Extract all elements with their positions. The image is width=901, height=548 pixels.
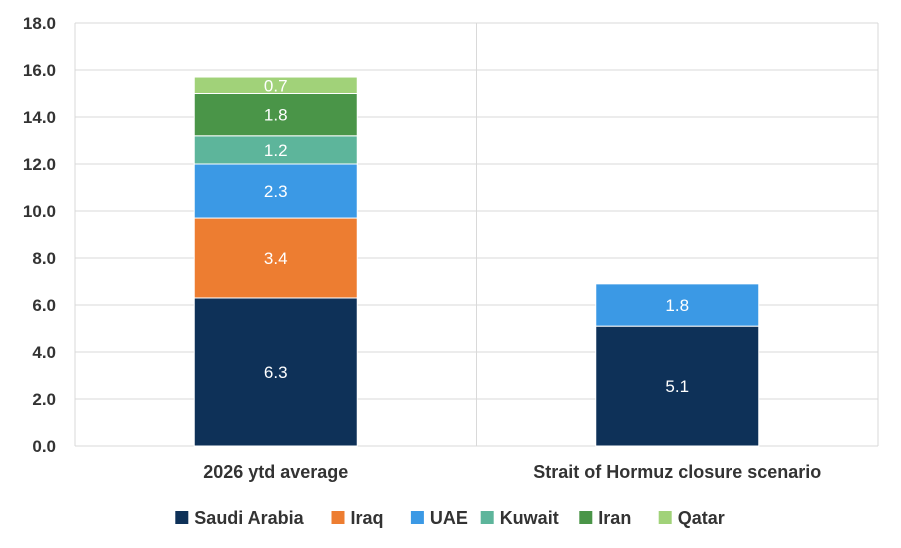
- data-label: 1.2: [264, 141, 288, 160]
- legend-label: Qatar: [678, 508, 725, 528]
- legend-label: UAE: [430, 508, 468, 528]
- data-label: 1.8: [264, 106, 288, 125]
- bar-segment-kuwait: [193, 135, 358, 165]
- legend-swatch: [175, 511, 189, 524]
- bar-segment-saudi-arabia: [193, 297, 358, 447]
- data-label: 3.4: [264, 249, 288, 268]
- legend-swatch: [410, 511, 424, 524]
- y-tick-label: 6.0: [32, 296, 56, 315]
- bar-segment-saudi-arabia: [595, 325, 760, 447]
- y-tick-label: 12.0: [23, 155, 56, 174]
- legend-swatch: [480, 511, 494, 524]
- x-axis: 2026 ytd average Strait of Hormuz closure…: [203, 462, 821, 482]
- bar-segment-uae: [595, 283, 760, 327]
- x-category-label: Strait of Hormuz closure scenario: [533, 462, 821, 482]
- x-category-label: 2026 ytd average: [203, 462, 348, 482]
- y-tick-label: 0.0: [32, 437, 56, 456]
- legend-swatch: [579, 511, 593, 524]
- bar-segment-qatar: [193, 76, 358, 95]
- legend-label: Iran: [598, 508, 631, 528]
- y-tick-label: 14.0: [23, 108, 56, 127]
- data-label: 5.1: [665, 377, 689, 396]
- y-tick-label: 2.0: [32, 390, 56, 409]
- legend-label: Iraq: [351, 508, 384, 528]
- legend: Saudi Arabia Iraq UAE Kuwait Iran Qatar: [175, 508, 725, 528]
- data-label: 6.3: [264, 363, 288, 382]
- legend-label: Saudi Arabia: [194, 508, 304, 528]
- legend-swatch: [658, 511, 672, 524]
- y-tick-label: 8.0: [32, 249, 56, 268]
- y-tick-label: 16.0: [23, 61, 56, 80]
- y-tick-label: 4.0: [32, 343, 56, 362]
- data-label: 1.8: [665, 296, 689, 315]
- bars: 6.3 3.4 2.3 1.2 1.8 0.7 5.1 1.8: [193, 76, 760, 447]
- y-axis: 0.0 2.0 4.0 6.0 8.0 10.0 12.0 14.0 16.0 18.0: [23, 14, 56, 456]
- data-label: 0.7: [264, 76, 288, 95]
- legend-swatch: [331, 511, 345, 524]
- y-tick-label: 18.0: [23, 14, 56, 33]
- legend-label: Kuwait: [500, 508, 559, 528]
- y-tick-label: 10.0: [23, 202, 56, 221]
- data-label: 2.3: [264, 182, 288, 201]
